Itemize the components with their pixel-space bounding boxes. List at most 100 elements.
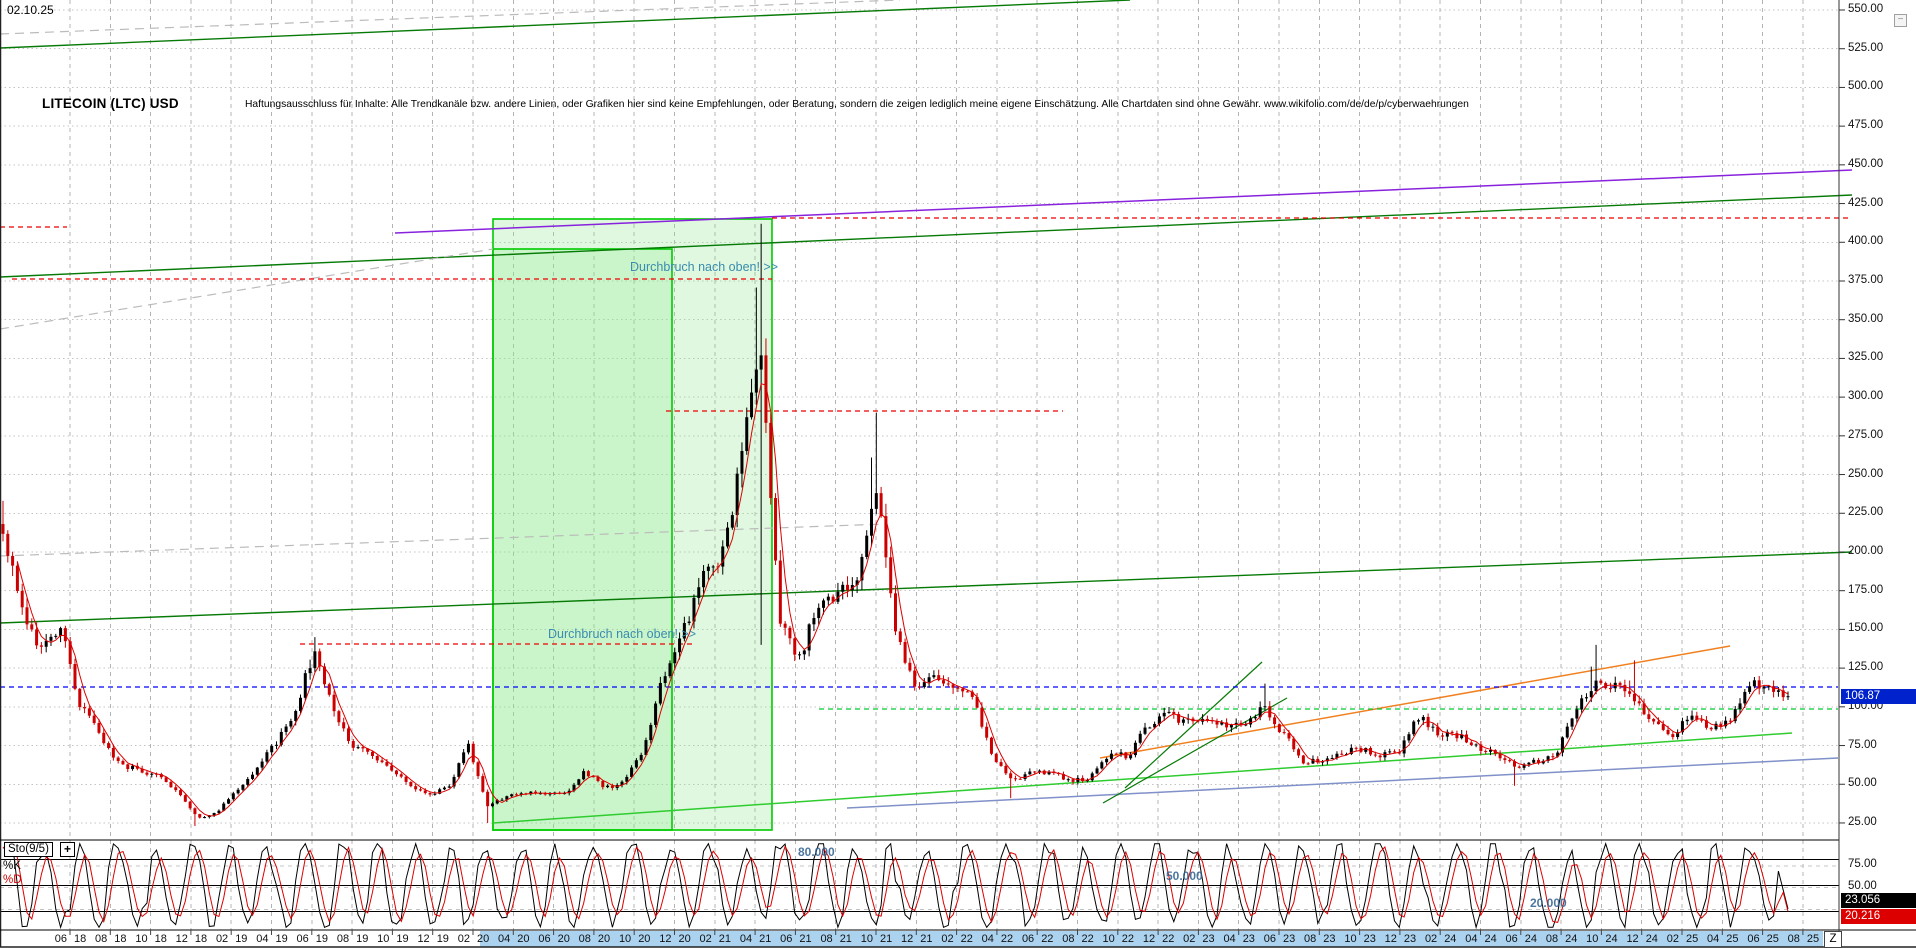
date-label-year: 18	[194, 933, 208, 945]
breakout-band-outer	[492, 218, 773, 831]
z-button[interactable]: Z	[1824, 931, 1842, 948]
date-label-year: 22	[1162, 933, 1175, 945]
price-axis-label: 550.00	[1848, 3, 1884, 15]
date-label-year: 19	[235, 933, 248, 945]
price-axis-label: 375.00	[1848, 273, 1884, 286]
date-label-month: 06	[54, 933, 67, 945]
date-label-year: 25	[1766, 933, 1779, 945]
date-label-month: 08	[95, 933, 108, 945]
gray-dash-upper	[0, 248, 494, 330]
date-label-month: 02	[699, 933, 712, 945]
steep-green-2	[1124, 661, 1263, 789]
price-axis-label: 75.00	[1848, 738, 1877, 751]
price-axis-label: 200.00	[1848, 544, 1884, 557]
date-label-month: 06	[1021, 933, 1035, 945]
date-label-year: 20	[477, 933, 490, 945]
trend-lines	[0, 0, 1853, 824]
date-label-year: 23	[1323, 933, 1336, 945]
date-label-month: 02	[457, 933, 470, 945]
date-label-month: 06	[538, 933, 551, 945]
price-axis-label: 425.00	[1848, 196, 1884, 209]
date-label-year: 19	[356, 933, 369, 945]
steep-green-1	[1102, 697, 1288, 804]
green-top-left-line	[0, 0, 1131, 49]
date-label-month: 06	[1263, 933, 1276, 945]
date-label-year: 25	[1726, 933, 1739, 945]
date-label-year: 23	[1363, 933, 1376, 945]
price-axis-label: 50.00	[1848, 777, 1877, 790]
date-label-year: 23	[1403, 933, 1417, 945]
date-label-year: 24	[1605, 933, 1618, 945]
date-label-year: 23	[1242, 933, 1255, 945]
date-label-year: 21	[799, 933, 812, 945]
date-label-month: 12	[417, 933, 430, 945]
date-label-year: 23	[1283, 933, 1296, 945]
date-label-year: 19	[436, 933, 449, 945]
date-label-month: 04	[739, 933, 753, 945]
date-label-year: 25	[1686, 933, 1699, 945]
disclaimer-text: Haftungsausschluss für Inhalte: Alle Tre…	[245, 99, 1469, 110]
date-label-month: 02	[215, 933, 229, 945]
date-label-year: 22	[1041, 933, 1054, 945]
collapse-axis-button[interactable]: −	[1894, 14, 1907, 27]
date-label-year: 21	[880, 933, 893, 945]
breakout-note-1: Durchbruch nach oben! >>	[630, 260, 779, 274]
date-label-year: 21	[759, 933, 772, 945]
date-label-year: 21	[839, 933, 852, 945]
price-axis-label: 250.00	[1848, 467, 1884, 480]
date-label-month: 04	[498, 933, 511, 945]
price-axis-label: 175.00	[1848, 583, 1884, 596]
stochastic-k-label: %K	[3, 860, 21, 872]
price-axis-label: 350.00	[1848, 312, 1884, 325]
date-label-year: 18	[74, 933, 87, 945]
date-label-month: 06	[1505, 933, 1518, 945]
green-mid-channel	[0, 551, 1853, 624]
stochastic-plot	[0, 841, 1839, 930]
date-label-month: 10	[860, 933, 873, 945]
level-50: 50.000	[1166, 869, 1203, 883]
date-label-year: 24	[1524, 933, 1538, 945]
level-80: 80.000	[798, 845, 835, 859]
date-label-month: 04	[1707, 933, 1720, 945]
stochastic-indicator-label[interactable]: Sto(9/5)	[4, 842, 53, 857]
date-label-month: 02	[1424, 933, 1438, 945]
date-axis-highlight	[480, 931, 1823, 947]
date-label-year: 19	[275, 933, 288, 945]
date-label-month: 04	[1465, 933, 1478, 945]
breakout-note-2: Durchbruch nach oben! >>	[548, 627, 697, 641]
date-label-year: 20	[517, 933, 530, 945]
date-label-year: 18	[114, 933, 127, 945]
price-axis-label: 150.00	[1848, 622, 1884, 635]
date-label-month: 12	[1142, 933, 1156, 945]
price-axis-label: 525.00	[1848, 41, 1884, 54]
date-label-month: 06	[780, 933, 793, 945]
date-label-month: 06	[1747, 933, 1760, 945]
date-label-month: 12	[175, 933, 188, 945]
date-label-year: 22	[960, 933, 973, 945]
chart-date: 02.10.25	[7, 3, 54, 17]
slate-support	[846, 757, 1839, 809]
gray-dash-mid	[0, 523, 886, 557]
date-label-year: 21	[920, 933, 933, 945]
date-label-month: 08	[820, 933, 833, 945]
price-axis-label: 125.00	[1848, 661, 1884, 674]
orange-trendline	[1099, 645, 1731, 759]
date-label-year: 20	[557, 933, 570, 945]
lightgreen-support	[492, 732, 1793, 824]
stochastic-d-value-badge: 20.216	[1841, 909, 1916, 924]
price-axis-label: 450.00	[1848, 157, 1884, 170]
add-indicator-button[interactable]: +	[60, 842, 75, 857]
date-label-year: 18	[154, 933, 167, 945]
price-axis-label: 400.00	[1848, 235, 1884, 248]
stochastic-d-line	[2, 843, 1789, 924]
date-label-month: 02	[1666, 933, 1679, 945]
price-axis-label: 300.00	[1848, 390, 1884, 403]
price-axis-label: 325.00	[1848, 351, 1884, 364]
breakout-band-inner	[492, 248, 673, 831]
price-axis-label: 475.00	[1848, 119, 1884, 132]
date-label-year: 20	[597, 933, 611, 945]
date-label-month: 04	[1223, 933, 1236, 945]
date-label-month: 10	[377, 933, 390, 945]
